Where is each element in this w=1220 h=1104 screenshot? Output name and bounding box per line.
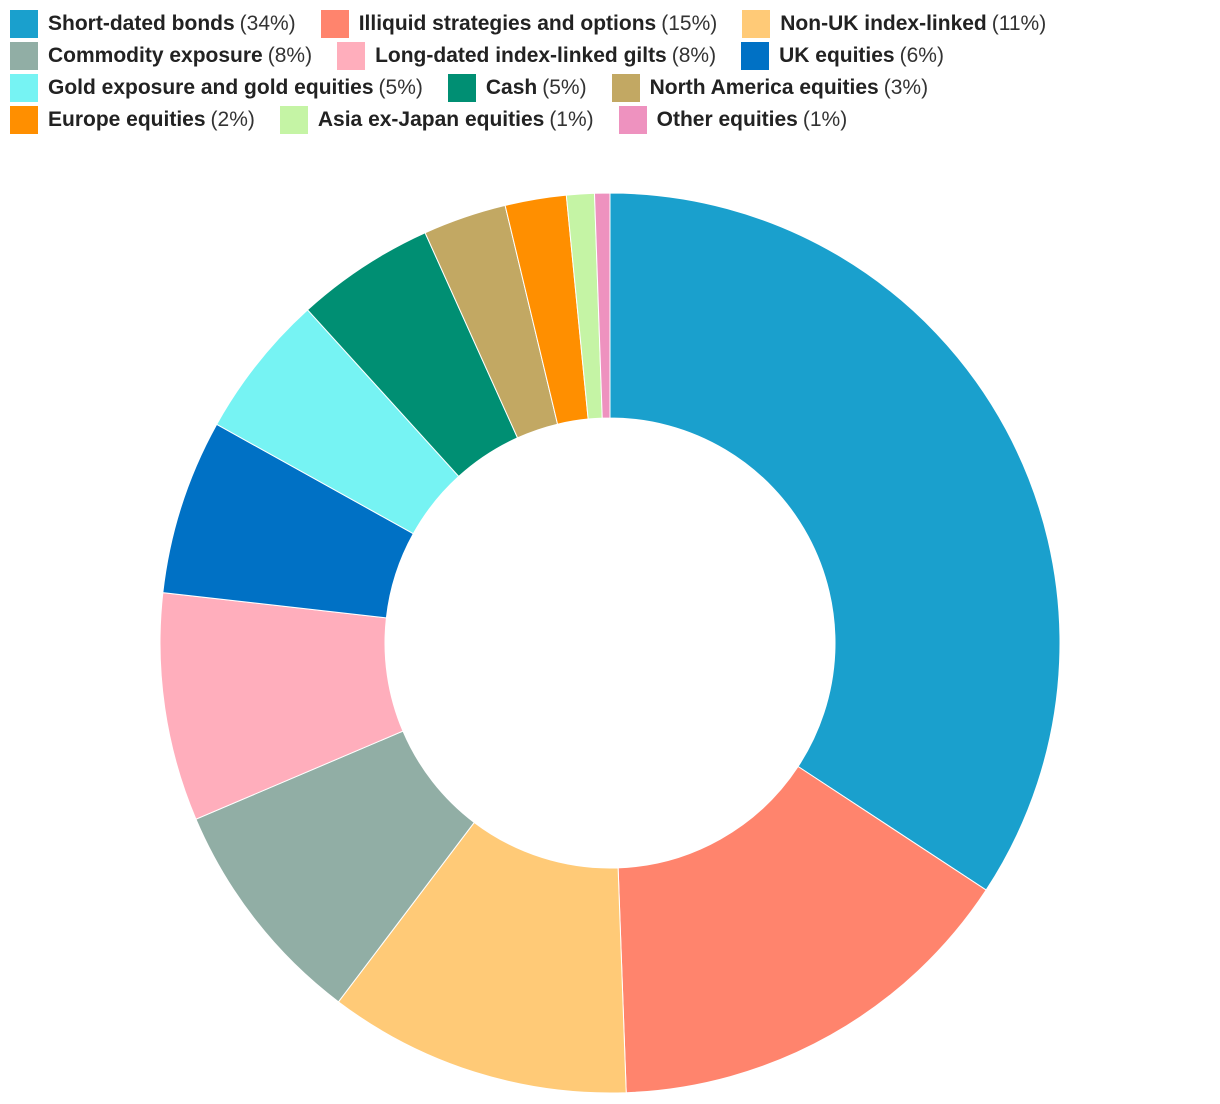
legend-swatch (742, 10, 771, 38)
legend-value: (1%) (802, 108, 848, 131)
legend-value: (2%) (210, 108, 255, 131)
legend-label: UK equities (779, 44, 895, 67)
donut-slice (593, 192, 611, 419)
legend-swatch (10, 42, 38, 70)
legend-label: Other equities (656, 108, 798, 131)
legend-item: Asia ex-Japan equities (1%) (279, 106, 594, 134)
legend-label: Europe equities (48, 108, 206, 131)
donut-slice (609, 192, 1061, 891)
legend-value: (6%) (899, 44, 944, 67)
legend-label: Long-dated index-linked gilts (375, 44, 667, 67)
legend-value: (5%) (378, 76, 423, 99)
legend-item: Cash (5%) (447, 74, 587, 102)
legend-swatch (741, 42, 770, 70)
legend-value: (8%) (267, 44, 313, 67)
legend-label: Non-UK index-linked (780, 12, 987, 35)
donut-slice (337, 821, 627, 1094)
legend-label: Cash (485, 76, 538, 99)
legend-row: Commodity exposure (8%) Long-dated index-l… (10, 40, 1210, 72)
legend-swatch (611, 74, 640, 102)
legend-item: Illiquid strategies and options (15%) (320, 10, 718, 38)
legend-value: (5%) (542, 76, 587, 99)
legend-item: Short-dated bonds (34%) (10, 10, 296, 38)
legend-swatch (10, 74, 38, 102)
legend-label: North America equities (649, 76, 879, 99)
legend-label: Asia ex-Japan equities (317, 108, 545, 131)
legend-item: Europe equities (2%) (10, 106, 255, 134)
legend-row: Gold exposure and gold equities (5%) Cash(… (10, 72, 1210, 104)
legend-label: Short-dated bonds (48, 12, 235, 35)
legend-swatch (447, 74, 476, 102)
legend-item: Gold exposure and gold equities (5%) (10, 74, 423, 102)
legend-swatch (320, 10, 349, 38)
legend-label: Illiquid strategies and options (358, 12, 657, 35)
legend-value: (11%) (991, 12, 1047, 35)
legend-row: Europe equities (2%) Asia ex-Japan equitie… (10, 104, 1210, 136)
legend-item: Non-UK index-linked (11%) (742, 10, 1046, 38)
donut-slice (617, 765, 987, 1094)
legend-item: UK equities (6%) (741, 42, 944, 70)
legend-swatch (10, 10, 38, 38)
legend-value: (3%) (883, 76, 929, 99)
legend-item: Long-dated index-linked gilts (8%) (337, 42, 716, 70)
legend-label: Gold exposure and gold equities (48, 76, 374, 99)
legend-item: North America equities (3%) (611, 74, 929, 102)
legend-value: (15%) (661, 12, 718, 35)
legend-value: (34%) (239, 12, 296, 35)
legend-swatch (337, 42, 366, 70)
legend-swatch (618, 106, 647, 134)
chart-legend: Short-dated bonds (34%) Illiquid strategie… (10, 8, 1210, 136)
legend-row: Short-dated bonds (34%) Illiquid strategie… (10, 8, 1210, 40)
legend-swatch (279, 106, 308, 134)
legend-item: Other equities (1%) (618, 106, 848, 134)
legend-swatch (10, 106, 38, 134)
legend-item: Commodity exposure (8%) (10, 42, 312, 70)
legend-value: (8%) (671, 44, 717, 67)
legend-label: Commodity exposure (48, 44, 263, 67)
legend-value: (1%) (549, 108, 594, 131)
